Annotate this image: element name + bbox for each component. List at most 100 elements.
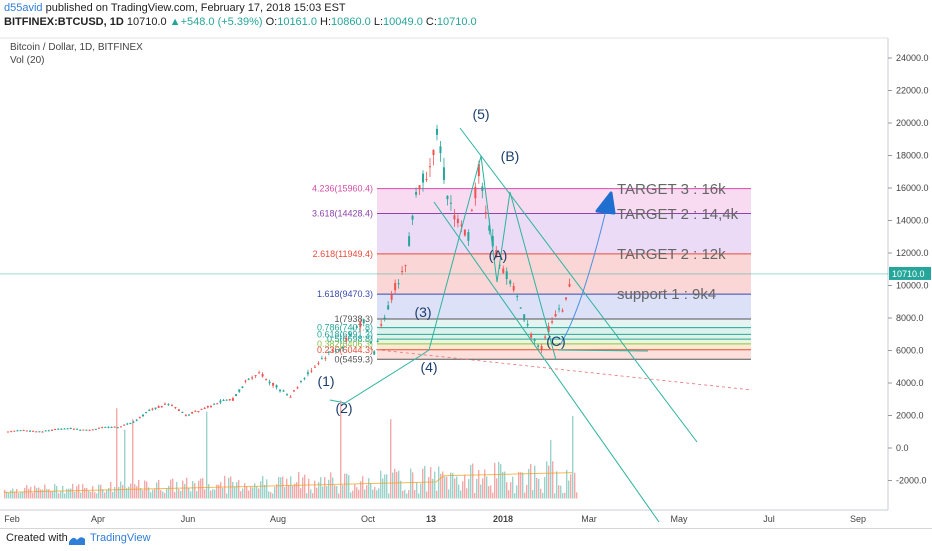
volume-bar xyxy=(16,489,18,499)
candle-body xyxy=(138,417,141,419)
volume-bar xyxy=(402,490,404,499)
candle-body xyxy=(184,414,187,416)
volume-bar xyxy=(328,479,330,499)
wave-label: (C) xyxy=(546,333,565,349)
volume-bar xyxy=(450,472,452,499)
volume-bar xyxy=(490,485,492,499)
volume-bar xyxy=(438,466,440,499)
candle-body xyxy=(272,382,275,386)
time-axis[interactable]: Feb Apr Jun Aug Oct 13 2018 Mar May Jul Sep xyxy=(4,514,866,524)
candle-body xyxy=(488,225,491,231)
volume-bar xyxy=(366,485,368,499)
volume-bar xyxy=(338,493,340,499)
volume-bar xyxy=(282,476,284,499)
high-label: H: xyxy=(320,16,332,28)
volume-bar xyxy=(470,464,472,499)
volume-bar xyxy=(130,483,132,499)
volume-bar xyxy=(322,486,324,499)
volume-bar xyxy=(356,487,358,499)
volume-bar xyxy=(68,488,70,499)
published-text: published on TradingView.com, February 1… xyxy=(42,2,346,14)
volume-bar xyxy=(142,490,144,499)
candle-body xyxy=(537,345,540,347)
volume-bar xyxy=(492,492,494,499)
volume-bar xyxy=(324,477,326,499)
volume-bar xyxy=(108,487,110,499)
candle-body xyxy=(411,215,414,220)
chart-area[interactable]: Bitcoin / Dollar, 1D, BITFINEX Vol (20) … xyxy=(0,30,932,530)
volume-bar xyxy=(10,490,12,499)
volume-bar xyxy=(268,491,270,499)
volume-bar xyxy=(134,484,136,499)
volume-bar xyxy=(260,481,262,499)
fib-level-label: 0(5459.3) xyxy=(334,354,373,364)
volume-bar xyxy=(440,473,442,499)
volume-bar xyxy=(368,478,370,499)
wave-label: (1) xyxy=(317,373,334,389)
volume-bar xyxy=(472,463,474,499)
tradingview-logo-icon[interactable] xyxy=(68,533,86,551)
volume-bar xyxy=(408,490,410,499)
candle-body xyxy=(495,250,498,258)
candle-body xyxy=(317,363,320,365)
volume-bar xyxy=(336,486,338,499)
volume-bar xyxy=(266,479,268,499)
fib-band xyxy=(377,334,751,340)
volume-bar xyxy=(92,486,94,499)
candle-body xyxy=(163,403,166,405)
volume-bar xyxy=(156,482,158,499)
author-link[interactable]: d55avid xyxy=(4,2,43,14)
fib-level-label: 2.618(11949.4) xyxy=(313,249,373,259)
time-tick-label: Jun xyxy=(181,514,196,524)
volume-bar xyxy=(362,476,364,499)
volume-bar xyxy=(538,479,540,499)
candle-body xyxy=(394,283,397,291)
volume-bar xyxy=(290,476,292,499)
volume-bar xyxy=(176,481,178,499)
volume-bar xyxy=(118,486,120,499)
candle-body xyxy=(282,390,285,392)
volume-bar xyxy=(320,477,322,499)
fib-level-label: 1.618(9470.3) xyxy=(317,289,373,299)
candle-body xyxy=(154,407,157,409)
fibonacci-extension[interactable]: 4.236(15960.4) 3.618(14428.4) 2.618(11949.… xyxy=(0,184,888,365)
volume-bar xyxy=(36,488,38,499)
low-value: 10049.0 xyxy=(383,16,423,28)
volume-bar xyxy=(32,492,34,499)
volume-bar xyxy=(214,489,216,499)
volume-bar xyxy=(516,485,518,499)
price-chart[interactable]: Bitcoin / Dollar, 1D, BITFINEX Vol (20) … xyxy=(0,30,932,528)
candle-body xyxy=(91,429,94,431)
candle-body xyxy=(57,428,60,430)
volume-bar xyxy=(234,486,236,499)
volume-bar xyxy=(232,481,234,499)
volume-bar xyxy=(304,474,306,499)
time-tick-label: May xyxy=(670,514,688,524)
time-tick-label: Apr xyxy=(91,514,105,524)
price-tick-label: 0.0 xyxy=(896,443,909,453)
volume-bar xyxy=(62,485,64,499)
tradingview-link[interactable]: TradingView xyxy=(90,532,151,544)
candle-body xyxy=(463,229,466,236)
volume-bar xyxy=(520,472,522,499)
candle-body xyxy=(177,409,180,411)
price-axis[interactable]: 24000.0 22000.0 20000.0 18000.0 16000.0 14000… xyxy=(888,53,929,486)
drawings[interactable] xyxy=(329,127,753,523)
volume-bar xyxy=(442,471,444,499)
candle-body xyxy=(141,414,144,417)
candle-body xyxy=(453,215,456,220)
target-annotation: TARGET 2 : 12k xyxy=(617,246,726,263)
volume-bar xyxy=(542,492,544,499)
volume-bar xyxy=(412,472,414,499)
volume-bar xyxy=(124,429,126,499)
candle-body xyxy=(167,404,170,406)
volume-bar xyxy=(106,489,108,499)
wave-label: (4) xyxy=(420,359,437,375)
fib-level-label: 0.5(6698.8) xyxy=(327,334,373,344)
candle-body xyxy=(320,358,323,360)
volume-bar xyxy=(422,468,424,499)
volume-bar xyxy=(42,489,44,499)
volume-bar xyxy=(380,470,382,499)
volume-bar xyxy=(244,483,246,499)
volume-bar xyxy=(346,473,348,499)
